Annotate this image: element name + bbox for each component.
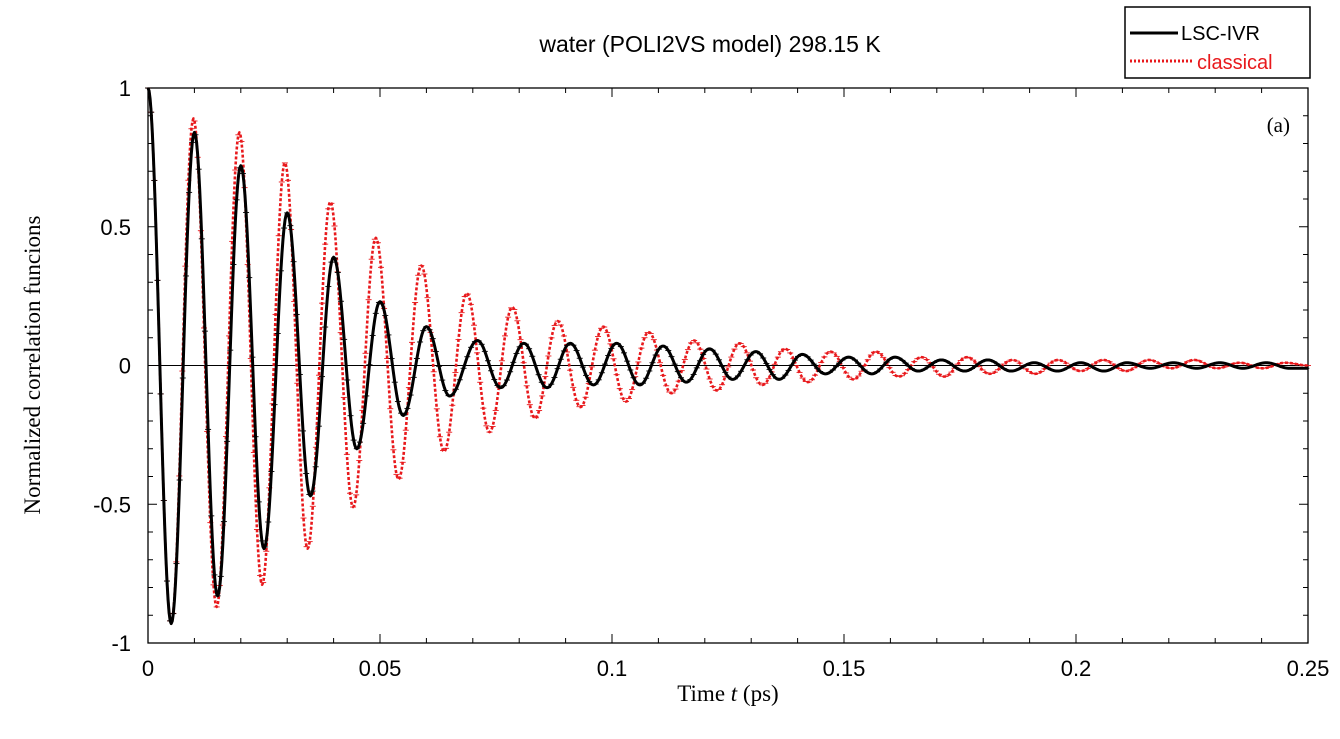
y-tick-label: 0 [119,354,131,379]
x-axis-label-unit: (ps) [737,681,779,706]
x-tick-label: 0 [142,656,154,681]
x-axis-label-prefix: Time [677,681,730,706]
chart-title: water (POLI2VS model) 298.15 K [538,31,881,57]
legend-box [1124,6,1311,79]
y-tick-label: -1 [111,631,131,656]
panel-label: (a) [1267,113,1290,137]
x-tick-label: 0.05 [359,656,402,681]
legend-label-classical: classical [1197,52,1273,74]
y-tick-label: 1 [119,76,131,101]
x-tick-label: 0.1 [597,656,628,681]
x-tick-label: 0.2 [1061,656,1092,681]
y-tick-label: 0.5 [100,215,131,240]
series-layer [145,87,1311,626]
legend: LSC-IVR classical [1124,6,1311,79]
y-tick-label: -0.5 [93,492,131,517]
x-tick-label: 0.25 [1287,656,1330,681]
x-axis-label: Time t (ps) [677,681,778,706]
y-axis-label: Normalized correlation funcions [20,216,45,515]
legend-label-lsc-ivr: LSC-IVR [1181,23,1260,45]
x-axis-label-variable: t [731,681,738,706]
axis-tick-labels: 0 0.05 0.1 0.15 0.2 0.25 -1 -0.5 0 0.5 1 [93,76,1329,681]
x-tick-label: 0.15 [823,656,866,681]
